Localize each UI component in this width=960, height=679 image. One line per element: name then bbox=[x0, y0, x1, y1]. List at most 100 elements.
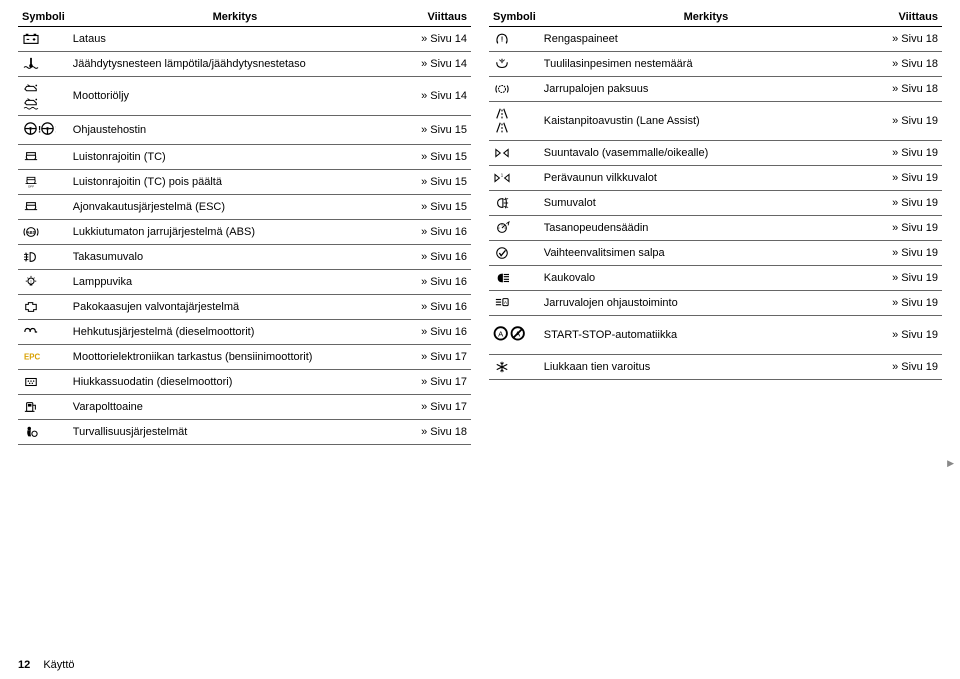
rearfog-icon bbox=[18, 245, 69, 270]
hdr-merkitys: Merkitys bbox=[540, 8, 872, 27]
row-label: Vaihteenvalitsimen salpa bbox=[540, 241, 872, 266]
row-label: Moottoriöljy bbox=[69, 77, 401, 116]
row-label: Luistonrajoitin (TC) pois päältä bbox=[69, 170, 401, 195]
row-label: Kaistanpitoavustin (Lane Assist) bbox=[540, 102, 872, 141]
dpf-icon bbox=[18, 370, 69, 395]
engine-icon bbox=[18, 295, 69, 320]
row-label: Jarruvalojen ohjaustoiminto bbox=[540, 291, 872, 316]
row-ref: Sivu 16 bbox=[401, 220, 471, 245]
row-label: Kaukovalo bbox=[540, 266, 872, 291]
row-ref: Sivu 19 bbox=[872, 141, 942, 166]
airbag-icon bbox=[18, 420, 69, 445]
row-label: Ajonvakautusjärjestelmä (ESC) bbox=[69, 195, 401, 220]
highbeam-icon bbox=[489, 266, 540, 291]
row-ref: Sivu 19 bbox=[872, 241, 942, 266]
hdr-merkitys: Merkitys bbox=[69, 8, 401, 27]
row-ref: Sivu 19 bbox=[872, 166, 942, 191]
table-row: LatausSivu 14 bbox=[18, 27, 471, 52]
table-row: Vaihteenvalitsimen salpaSivu 19 bbox=[489, 241, 942, 266]
table-row: Liukkaan tien varoitusSivu 19 bbox=[489, 354, 942, 379]
table-row: OFFLuistonrajoitin (TC) pois päältäSivu … bbox=[18, 170, 471, 195]
svg-text:!: ! bbox=[38, 124, 41, 135]
row-ref: Sivu 16 bbox=[401, 320, 471, 345]
row-ref: Sivu 18 bbox=[872, 77, 942, 102]
row-ref: Sivu 19 bbox=[872, 291, 942, 316]
row-ref: Sivu 14 bbox=[401, 27, 471, 52]
table-row: TurvallisuusjärjestelmätSivu 18 bbox=[18, 420, 471, 445]
table-row: Pakokaasujen valvontajärjestelmäSivu 16 bbox=[18, 295, 471, 320]
page-footer: 12 Käyttö bbox=[18, 659, 75, 671]
row-ref: Sivu 19 bbox=[872, 216, 942, 241]
row-ref: Sivu 16 bbox=[401, 270, 471, 295]
trailer-icon bbox=[489, 166, 540, 191]
svg-text:!: ! bbox=[55, 124, 56, 135]
row-ref: Sivu 18 bbox=[872, 52, 942, 77]
table-row: Hiukkassuodatin (dieselmoottori)Sivu 17 bbox=[18, 370, 471, 395]
gearlock-icon bbox=[489, 241, 540, 266]
row-label: Varapolttoaine bbox=[69, 395, 401, 420]
row-label: Rengaspaineet bbox=[540, 27, 872, 52]
row-label: Takasumuvalo bbox=[69, 245, 401, 270]
table-row: KaukovaloSivu 19 bbox=[489, 266, 942, 291]
row-label: Jäähdytysnesteen lämpötila/jäähdytysnest… bbox=[69, 52, 401, 77]
row-label: Hiukkassuodatin (dieselmoottori) bbox=[69, 370, 401, 395]
row-ref: Sivu 17 bbox=[401, 345, 471, 370]
cruise-icon bbox=[489, 216, 540, 241]
abs-icon bbox=[18, 220, 69, 245]
hdr-symboli: Symboli bbox=[18, 8, 69, 27]
row-ref: Sivu 19 bbox=[872, 266, 942, 291]
row-ref: Sivu 18 bbox=[872, 27, 942, 52]
steer2-icon: !! bbox=[18, 116, 69, 145]
frontfog-icon bbox=[489, 191, 540, 216]
table-row: TakasumuvaloSivu 16 bbox=[18, 245, 471, 270]
table-row: Moottorielektroniikan tarkastus (bensiin… bbox=[18, 345, 471, 370]
hdr-viittaus: Viittaus bbox=[401, 8, 471, 27]
row-ref: Sivu 18 bbox=[401, 420, 471, 445]
esc-icon bbox=[18, 195, 69, 220]
continuation-marker: ▶ bbox=[947, 458, 954, 469]
fuel-icon bbox=[18, 395, 69, 420]
row-ref: Sivu 15 bbox=[401, 145, 471, 170]
row-ref: Sivu 14 bbox=[401, 77, 471, 116]
turn-icon bbox=[489, 141, 540, 166]
row-label: Luistonrajoitin (TC) bbox=[69, 145, 401, 170]
washer-icon bbox=[489, 52, 540, 77]
table-row: Luistonrajoitin (TC)Sivu 15 bbox=[18, 145, 471, 170]
table-row: Jäähdytysnesteen lämpötila/jäähdytysnest… bbox=[18, 52, 471, 77]
row-label: Lukkiutumaton jarrujärjestelmä (ABS) bbox=[69, 220, 401, 245]
table-row: Perävaunun vilkkuvalotSivu 19 bbox=[489, 166, 942, 191]
table-row: TasanopeudensäädinSivu 19 bbox=[489, 216, 942, 241]
section-title: Käyttö bbox=[43, 659, 74, 671]
table-row: Tuulilasinpesimen nestemääräSivu 18 bbox=[489, 52, 942, 77]
bulb-icon bbox=[18, 270, 69, 295]
row-ref: Sivu 19 bbox=[872, 316, 942, 355]
tcoff-icon: OFF bbox=[18, 170, 69, 195]
svg-text:OFF: OFF bbox=[28, 185, 34, 189]
row-label: Perävaunun vilkkuvalot bbox=[540, 166, 872, 191]
coolant-icon bbox=[18, 52, 69, 77]
row-ref: Sivu 17 bbox=[401, 370, 471, 395]
table-row: Jarrupalojen paksuusSivu 18 bbox=[489, 77, 942, 102]
table-row: MoottoriöljySivu 14 bbox=[18, 77, 471, 116]
oil2-icon bbox=[18, 77, 69, 116]
table-row: Kaistanpitoavustin (Lane Assist)Sivu 19 bbox=[489, 102, 942, 141]
row-label: Turvallisuusjärjestelmät bbox=[69, 420, 401, 445]
table-row: Ajonvakautusjärjestelmä (ESC)Sivu 15 bbox=[18, 195, 471, 220]
right-column: Symboli Merkitys Viittaus RengaspaineetS… bbox=[489, 8, 942, 445]
lane2-icon bbox=[489, 102, 540, 141]
row-label: Pakokaasujen valvontajärjestelmä bbox=[69, 295, 401, 320]
table-row: Hehkutusjärjestelmä (dieselmoottorit)Siv… bbox=[18, 320, 471, 345]
lightctrl-icon bbox=[489, 291, 540, 316]
row-ref: Sivu 19 bbox=[872, 354, 942, 379]
row-label: Sumuvalot bbox=[540, 191, 872, 216]
table-row: VarapolttoaineSivu 17 bbox=[18, 395, 471, 420]
row-label: Jarrupalojen paksuus bbox=[540, 77, 872, 102]
row-ref: Sivu 15 bbox=[401, 195, 471, 220]
table-row: Suuntavalo (vasemmalle/oikealle)Sivu 19 bbox=[489, 141, 942, 166]
table-row: ASTART-STOP-automatiikkaSivu 19 bbox=[489, 316, 942, 355]
row-label: Liukkaan tien varoitus bbox=[540, 354, 872, 379]
table-row: !!OhjaustehostinSivu 15 bbox=[18, 116, 471, 145]
right-table: Symboli Merkitys Viittaus RengaspaineetS… bbox=[489, 8, 942, 380]
hdr-viittaus: Viittaus bbox=[872, 8, 942, 27]
startstop-icon: A bbox=[489, 316, 540, 355]
